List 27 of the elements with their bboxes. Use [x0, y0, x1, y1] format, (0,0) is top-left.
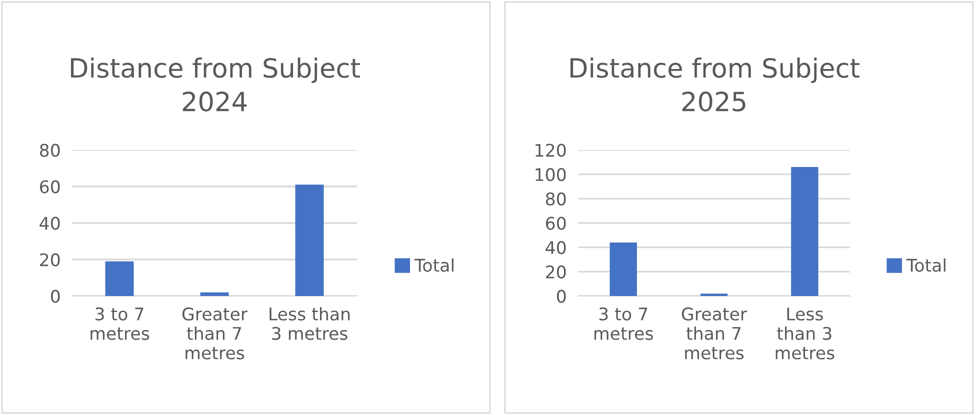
legend-label: Total	[414, 258, 454, 272]
x-tick-label: 3 to 7 metres	[594, 307, 653, 340]
bar	[791, 167, 818, 296]
y-tick-label: 80	[40, 144, 60, 157]
x-tick-label: Greater than 7 metres	[182, 307, 248, 360]
y-tick-label: 40	[40, 216, 60, 230]
y-tick-label: 20	[40, 253, 60, 266]
x-tick-label: 3 to 7 metres	[90, 307, 150, 340]
y-tick-label: 100	[536, 168, 566, 182]
y-tick-label: 80	[546, 192, 566, 206]
y-tick-label: 0	[556, 290, 566, 303]
y-tick-label: 20	[546, 265, 566, 279]
x-tick-label: Less than 3 metres	[776, 308, 834, 360]
legend-label: Total	[906, 258, 946, 272]
y-tick-label: 60	[546, 216, 566, 230]
bar	[295, 184, 324, 296]
x-tick-label: Less than 3 metres	[270, 307, 350, 340]
y-tick-label: 120	[536, 144, 566, 157]
chart-title: Distance from Subject 2024	[70, 58, 360, 112]
bar	[105, 261, 134, 296]
bar	[610, 242, 637, 296]
y-tick-label: 40	[546, 241, 566, 254]
y-tick-label: 60	[40, 180, 60, 194]
chart-title: Distance from Subject 2025	[570, 58, 860, 112]
y-tick-label: 0	[50, 290, 60, 303]
x-tick-label: Greater than 7 metres	[682, 307, 748, 360]
bar	[200, 292, 229, 296]
